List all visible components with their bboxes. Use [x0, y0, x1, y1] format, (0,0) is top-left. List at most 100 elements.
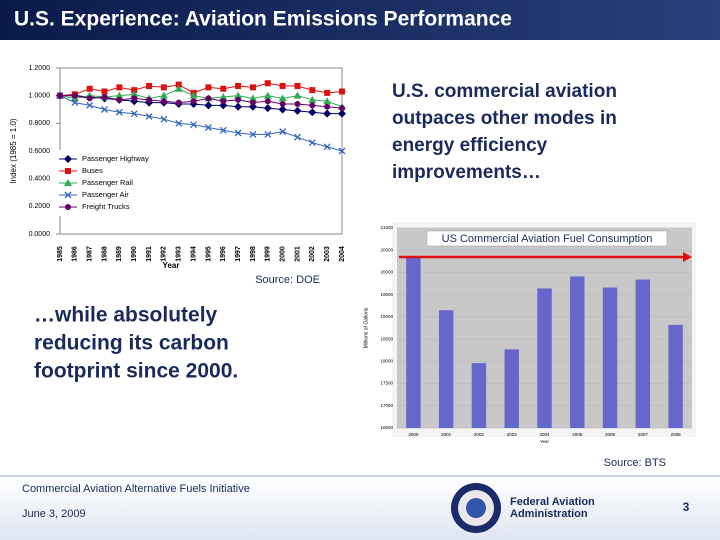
- footer-agency: Federal Aviation: [510, 496, 595, 508]
- y-tick-label: 16500: [380, 425, 393, 430]
- x-tick-label: 1999: [265, 246, 272, 262]
- point: [131, 95, 138, 102]
- point: [190, 98, 197, 105]
- bar: [668, 324, 683, 428]
- point: [160, 84, 167, 91]
- point: [57, 92, 63, 99]
- source: Source: BTS: [604, 457, 666, 469]
- slide-title: U.S. Experience: Aviation Emissions Perf…: [14, 8, 512, 31]
- point: [263, 91, 272, 99]
- point: [204, 124, 212, 131]
- x-tick-label: 2004: [339, 246, 346, 262]
- x-tick-label: 2003: [507, 432, 518, 437]
- point: [146, 96, 153, 103]
- page-number: 3: [683, 500, 690, 514]
- point: [160, 98, 167, 105]
- point: [101, 88, 108, 95]
- point: [101, 94, 108, 101]
- point: [324, 103, 331, 110]
- point: [86, 101, 94, 109]
- point: [235, 82, 242, 89]
- x-tick-label: 2000: [279, 246, 286, 262]
- x-tick-label: 2003: [324, 246, 331, 262]
- point: [308, 95, 317, 103]
- point: [204, 101, 213, 110]
- x-tick-label: 1991: [146, 246, 153, 262]
- point: [131, 87, 138, 94]
- point: [338, 147, 346, 155]
- faa-seal: [451, 483, 501, 533]
- x-tick-label: 1986: [72, 246, 79, 262]
- point: [115, 108, 123, 116]
- point: [64, 155, 72, 163]
- point: [160, 115, 168, 123]
- point: [175, 99, 182, 106]
- y-tick-label: 0.6000: [29, 148, 51, 155]
- footer-bg: [0, 476, 720, 540]
- callout-line: energy efficiency: [392, 135, 548, 156]
- point: [323, 97, 332, 105]
- footer-agency: Administration: [510, 508, 588, 520]
- point: [264, 98, 271, 105]
- point: [71, 99, 79, 107]
- y-tick-label: 20500: [380, 247, 393, 252]
- bar: [570, 276, 585, 428]
- point: [175, 81, 182, 88]
- title-bar: [0, 0, 720, 40]
- legend-label: Freight Trucks: [82, 202, 130, 211]
- point: [65, 204, 71, 210]
- x-tick-label: 2004: [539, 432, 550, 437]
- y-tick-label: 20000: [380, 270, 393, 275]
- x-tick-label: 1990: [131, 246, 138, 262]
- chart-title: US Commercial Aviation Fuel Consumption: [442, 233, 653, 245]
- point: [339, 88, 345, 95]
- x-tick-label: 1998: [250, 246, 257, 262]
- point: [279, 128, 287, 136]
- point: [71, 92, 78, 99]
- footer-date: June 3, 2009: [22, 508, 86, 520]
- point: [293, 91, 302, 99]
- y-tick-label: 19500: [380, 292, 393, 297]
- x-tick-label: 1997: [235, 246, 242, 262]
- point: [159, 91, 168, 99]
- x-axis-label: Year: [540, 439, 550, 444]
- legend-label: Passenger Rail: [82, 178, 133, 187]
- point: [116, 96, 123, 103]
- legend-label: Passenger Highway: [82, 154, 149, 163]
- point: [116, 84, 123, 91]
- point: [174, 84, 183, 92]
- y-tick-label: 0.4000: [29, 176, 51, 183]
- point: [234, 91, 243, 99]
- legend-label: Buses: [82, 166, 103, 175]
- y-tick-label: 0.2000: [29, 203, 51, 210]
- point: [279, 82, 286, 89]
- point: [130, 90, 139, 98]
- callout-line: improvements…: [392, 162, 541, 183]
- point: [249, 130, 257, 138]
- point: [219, 93, 228, 101]
- x-tick-label: 2006: [605, 432, 616, 437]
- x-tick-label: 1988: [101, 246, 108, 262]
- bar: [635, 279, 651, 428]
- point: [249, 99, 256, 106]
- x-tick-label: 1985: [57, 246, 64, 262]
- point: [234, 102, 243, 111]
- bar: [537, 288, 552, 428]
- callout-line: U.S. commercial aviation: [392, 81, 617, 102]
- point: [219, 126, 227, 134]
- point: [294, 82, 301, 89]
- callout-line: outpaces other modes in: [392, 108, 617, 129]
- x-axis-label: Year: [163, 261, 180, 270]
- x-tick-label: 2001: [294, 246, 301, 262]
- point: [86, 95, 93, 102]
- point: [294, 133, 301, 141]
- y-tick-label: 19000: [380, 314, 393, 319]
- point: [235, 96, 242, 103]
- point: [323, 109, 332, 118]
- point: [190, 121, 198, 129]
- point: [189, 91, 198, 99]
- point: [278, 105, 287, 114]
- bar: [406, 257, 421, 428]
- chart-title-box: [426, 230, 668, 247]
- y-tick-label: 17500: [380, 381, 393, 386]
